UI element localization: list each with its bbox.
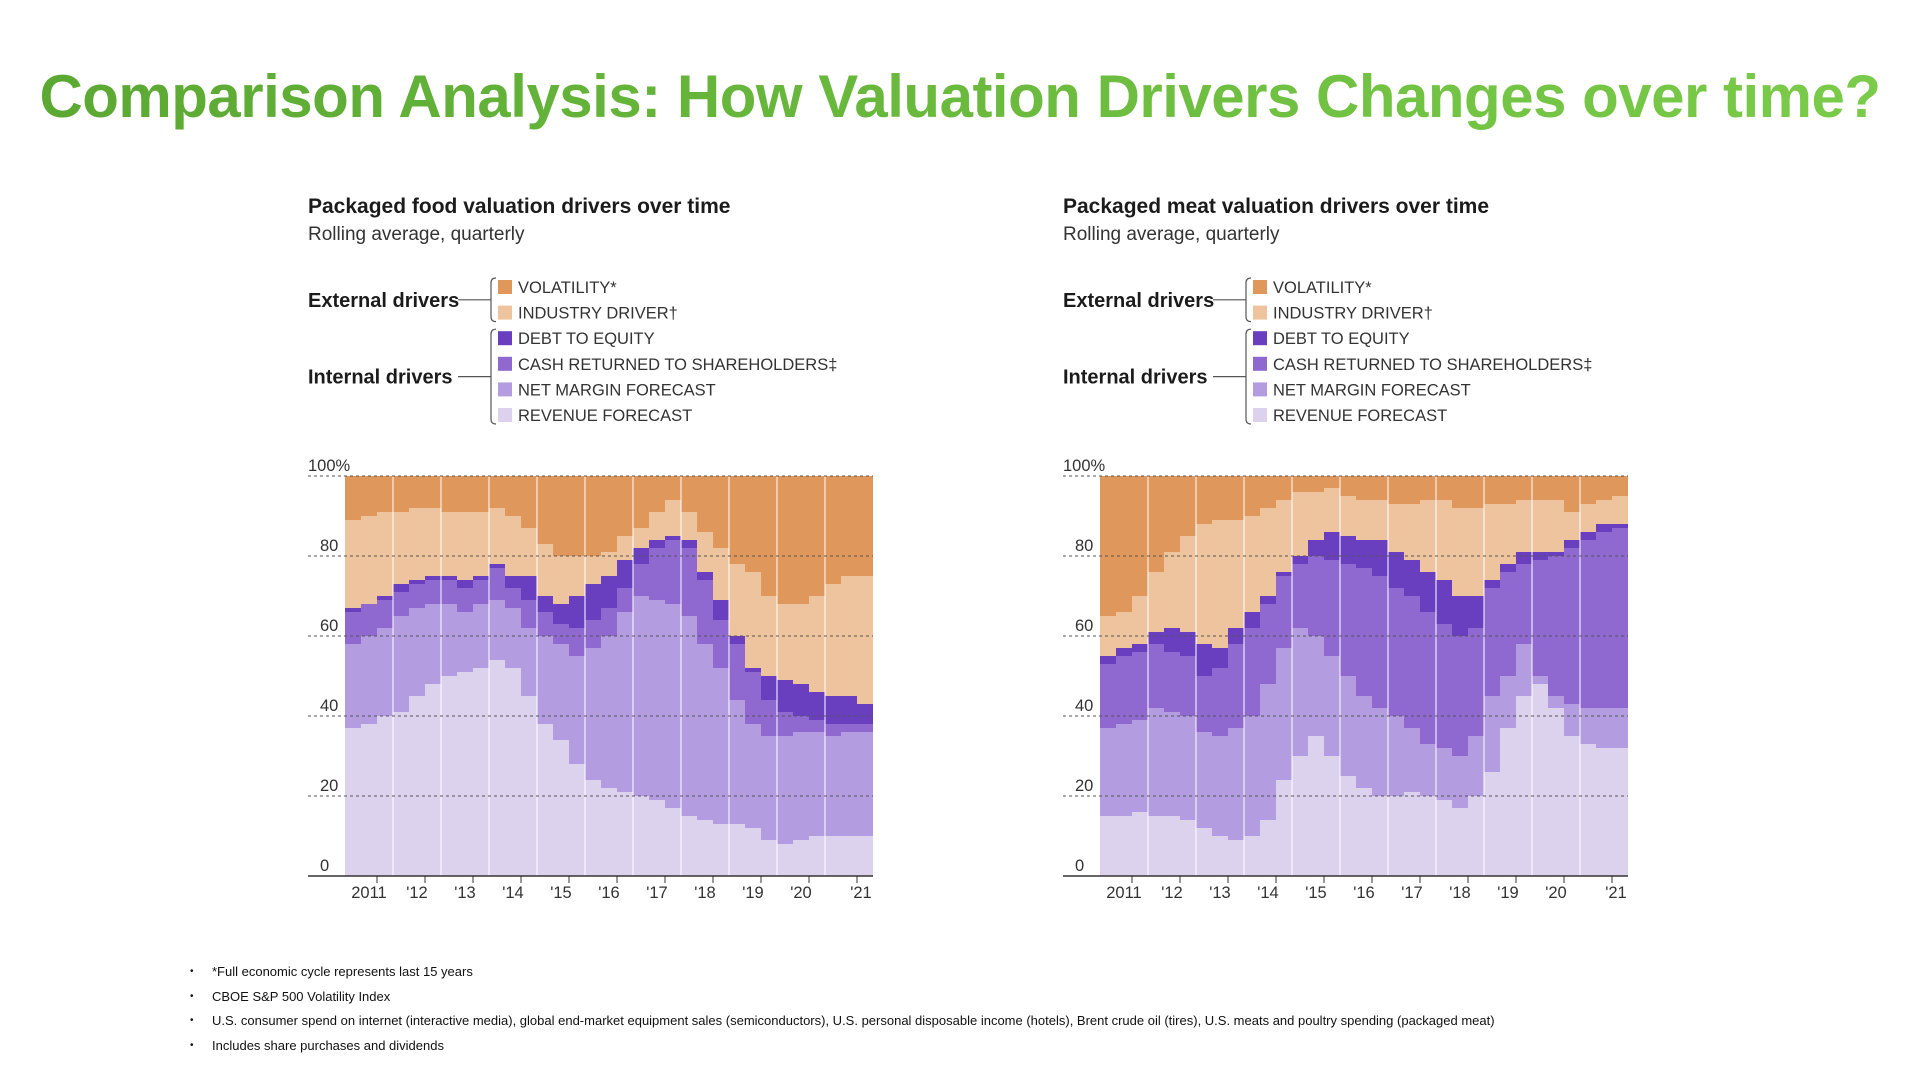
food-x-tick-label: '17 [646, 884, 668, 902]
food-chart-title: Packaged food valuation drivers over tim… [308, 195, 730, 218]
meat-y-tick-100: 100% [1063, 457, 1106, 475]
meat-legend-label-cash-returned-to-shareholders: CASH RETURNED TO SHAREHOLDERS‡ [1273, 356, 1592, 374]
meat-legend-label-net-margin-forecast: NET MARGIN FORECAST [1273, 381, 1471, 399]
meat-x-tick-label: '14 [1257, 884, 1279, 902]
food-legend-swatch-industry-driver [498, 305, 512, 320]
meat-legend-swatch-industry-driver [1253, 305, 1267, 320]
food-y-tick-60: 60 [320, 617, 338, 635]
meat-external-bracket [1245, 277, 1252, 323]
meat-x-tick-label: '19 [1497, 884, 1519, 902]
meat-x-tick-label: '15 [1305, 884, 1327, 902]
food-y-tick-20: 20 [320, 777, 338, 795]
food-y-tick-80: 80 [320, 537, 338, 555]
food-legend-swatch-volatility [498, 280, 512, 294]
food-legend-label-volatility: VOLATILITY* [518, 279, 617, 297]
meat-x-tick-label: '20 [1545, 884, 1567, 902]
food-y-tick-100: 100% [308, 457, 351, 475]
meat-chart-title: Packaged meat valuation drivers over tim… [1063, 195, 1489, 218]
food-legend-label-cash-returned-to-shareholders: CASH RETURNED TO SHAREHOLDERS‡ [518, 356, 837, 374]
meat-legend-swatch-volatility [1253, 280, 1267, 294]
food-legend-label-industry-driver: INDUSTRY DRIVER† [518, 305, 678, 323]
packaged-food-chart: Packaged food valuation drivers over tim… [308, 195, 873, 902]
meat-y-tick-20: 20 [1075, 777, 1093, 795]
footnote-4: Includes share purchases and dividends [190, 1034, 1495, 1059]
meat-y-tick-0: 0 [1075, 857, 1084, 875]
meat-chart-subtitle: Rolling average, quarterly [1063, 224, 1280, 245]
footnote-2: CBOE S&P 500 Volatility Index [190, 985, 1495, 1010]
meat-y-tick-60: 60 [1075, 617, 1093, 635]
footnote-3: U.S. consumer spend on internet (interac… [190, 1009, 1495, 1034]
meat-legend-swatch-revenue-forecast [1253, 408, 1267, 422]
food-y-tick-0: 0 [320, 857, 329, 875]
meat-area-revenue-forecast [1100, 684, 1628, 876]
meat-external-drivers-label: External drivers [1063, 290, 1214, 312]
meat-legend-label-debt-to-equity: DEBT TO EQUITY [1273, 330, 1410, 348]
food-x-tick-label: '15 [550, 884, 572, 902]
food-x-tick-label: 2011 [351, 884, 386, 902]
packaged-meat-chart: Packaged meat valuation drivers over tim… [1063, 195, 1628, 902]
meat-x-tick-label: '16 [1353, 884, 1375, 902]
meat-legend-label-industry-driver: INDUSTRY DRIVER† [1273, 305, 1433, 323]
food-x-tick-label: '19 [742, 884, 764, 902]
meat-legend-swatch-cash-returned-to-shareholders [1253, 356, 1267, 371]
food-x-tick-label: '13 [454, 884, 476, 902]
meat-x-tick-label: '21 [1605, 884, 1627, 902]
meat-internal-bracket [1245, 328, 1252, 425]
food-internal-bracket [490, 328, 497, 425]
meat-x-tick-label: '12 [1161, 884, 1183, 902]
meat-x-tick-label: '13 [1209, 884, 1231, 902]
food-x-tick-label: '20 [790, 884, 812, 902]
food-x-tick-label: '18 [694, 884, 716, 902]
meat-y-tick-40: 40 [1075, 697, 1093, 715]
meat-legend-label-revenue-forecast: REVENUE FORECAST [1273, 407, 1447, 425]
footnote-1: *Full economic cycle represents last 15 … [190, 960, 1495, 985]
food-x-tick-label: '21 [850, 884, 872, 902]
food-x-tick-label: '12 [406, 884, 428, 902]
food-internal-drivers-label: Internal drivers [308, 367, 453, 389]
food-legend-swatch-cash-returned-to-shareholders [498, 356, 512, 371]
slide-title: Comparison Analysis: How Valuation Drive… [0, 62, 1920, 131]
footnotes-list: *Full economic cycle represents last 15 … [190, 960, 1495, 1058]
food-legend-swatch-debt-to-equity [498, 331, 512, 346]
meat-legend-label-volatility: VOLATILITY* [1273, 279, 1372, 297]
meat-x-tick-label: '18 [1449, 884, 1471, 902]
food-legend-label-revenue-forecast: REVENUE FORECAST [518, 407, 692, 425]
food-external-drivers-label: External drivers [308, 290, 459, 312]
food-x-tick-label: '16 [598, 884, 620, 902]
meat-y-tick-80: 80 [1075, 537, 1093, 555]
food-external-bracket [490, 277, 497, 323]
meat-legend-swatch-net-margin-forecast [1253, 382, 1267, 397]
food-legend-swatch-revenue-forecast [498, 408, 512, 422]
food-y-tick-40: 40 [320, 697, 338, 715]
food-area-revenue-forecast [345, 660, 873, 876]
food-legend-label-debt-to-equity: DEBT TO EQUITY [518, 330, 655, 348]
meat-x-tick-label: '17 [1401, 884, 1423, 902]
meat-x-tick-label: 2011 [1106, 884, 1141, 902]
food-x-tick-label: '14 [502, 884, 524, 902]
meat-internal-drivers-label: Internal drivers [1063, 367, 1208, 389]
food-chart-subtitle: Rolling average, quarterly [308, 224, 525, 245]
food-legend-label-net-margin-forecast: NET MARGIN FORECAST [518, 381, 716, 399]
meat-legend-swatch-debt-to-equity [1253, 331, 1267, 346]
food-legend-swatch-net-margin-forecast [498, 382, 512, 397]
